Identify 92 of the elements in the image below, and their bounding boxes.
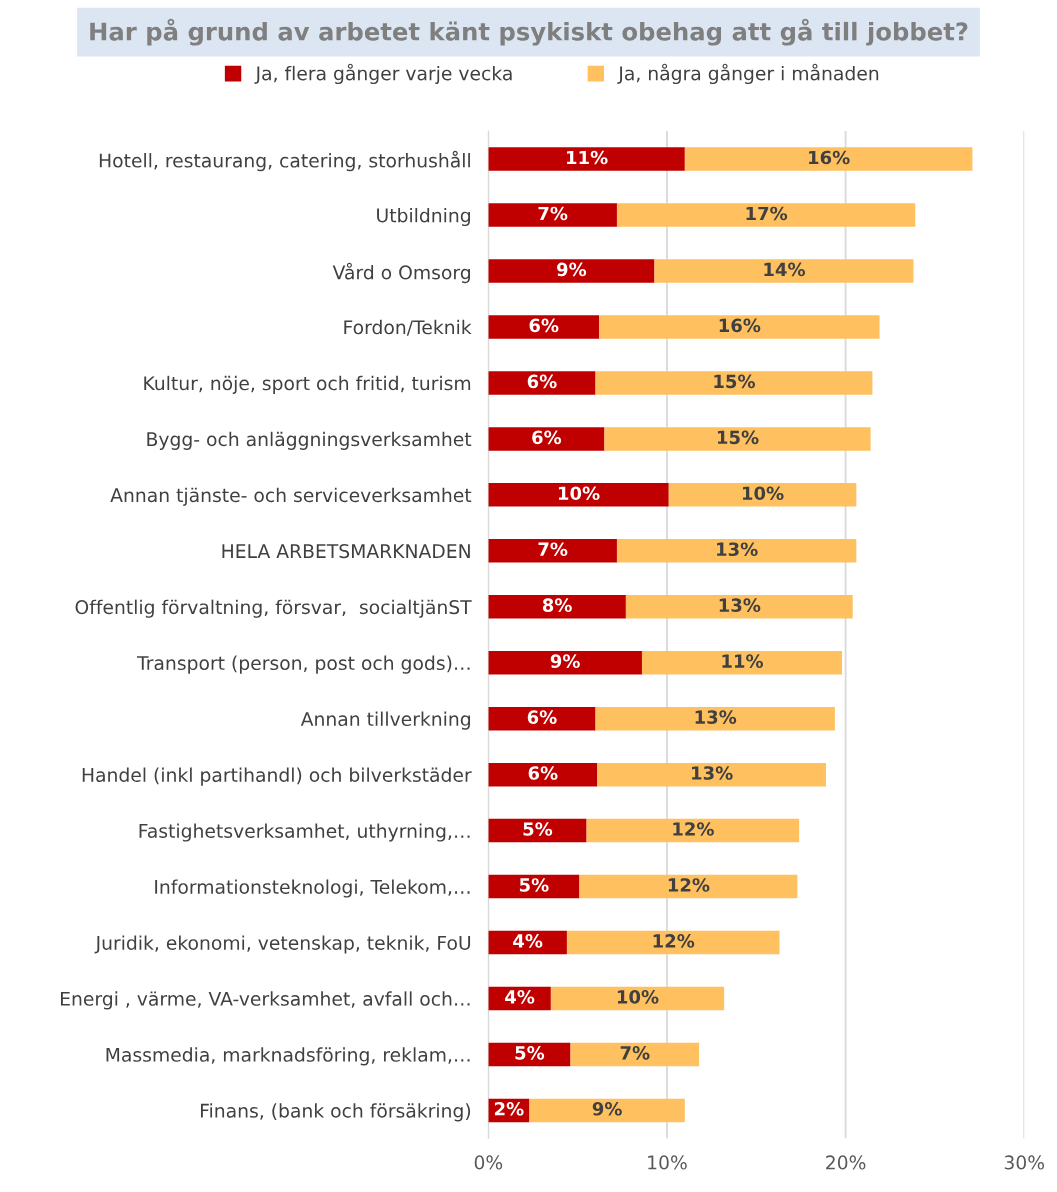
bar	[488, 203, 617, 227]
y-tick-label: Kultur, nöje, sport och fritid, turism	[144, 375, 471, 394]
y-tick-label: HELA ARBETSMARKNADEN	[222, 544, 470, 559]
y-tick-label: Fastighetsverksamhet, uthyrning,…	[139, 823, 470, 842]
x-tick-label: 20%	[826, 1155, 866, 1170]
y-tick-label: Annan tjänste- och serviceverksamhet	[110, 487, 472, 506]
data-label: 6%	[528, 766, 558, 780]
data-label: 4%	[513, 934, 543, 948]
data-label: 9%	[557, 262, 587, 277]
data-label: 16%	[809, 150, 850, 165]
bar	[488, 371, 596, 395]
data-label: 10%	[617, 990, 659, 1004]
y-tick-label: Handel (inkl partihandl) och bilverkstäder	[82, 767, 472, 786]
data-label: 4%	[505, 990, 535, 1004]
bar	[586, 818, 800, 843]
data-label: 9%	[550, 654, 580, 668]
data-label: 14%	[764, 262, 806, 277]
data-label: 7%	[538, 542, 568, 557]
bar	[595, 706, 835, 731]
data-label: 5%	[523, 822, 553, 836]
bar	[579, 874, 798, 899]
y-tick-label: Informationsteknologi, Telekom,…	[155, 879, 470, 898]
data-label: 8%	[542, 598, 572, 612]
data-label: 6%	[529, 318, 559, 333]
data-label: 5%	[515, 1046, 545, 1060]
x-tick-label: 0%	[474, 1155, 503, 1170]
data-label: 15%	[717, 430, 759, 445]
data-label: 17%	[746, 206, 788, 221]
data-label: 15%	[714, 374, 755, 389]
bar	[488, 539, 617, 563]
data-label: 7%	[620, 1046, 650, 1060]
bar	[684, 147, 973, 171]
data-label: 13%	[719, 598, 761, 612]
bar	[599, 315, 880, 339]
bar	[616, 539, 857, 563]
chart-title: Har på grund av arbetet känt psykiskt obehag att gå till jobbet?	[90, 18, 968, 46]
legend-label: Ja, flera gånger varje vecka	[254, 63, 512, 85]
y-tick-label: Utbildning	[377, 207, 470, 227]
y-tick-label: Offentlig förvaltning, försvar, socialtjänST	[75, 599, 472, 618]
y-tick-label: Finans, (bank och försäkring)	[200, 1103, 471, 1122]
bar	[488, 818, 587, 843]
x-tick-label: 30%	[1004, 1155, 1045, 1170]
data-label: 13%	[717, 542, 758, 557]
data-label: 10%	[558, 486, 600, 501]
bar	[625, 595, 853, 619]
data-label: 6%	[532, 430, 562, 445]
bar	[597, 762, 826, 787]
data-label: 5%	[519, 878, 549, 892]
bar	[570, 1042, 700, 1067]
bar	[550, 986, 725, 1011]
bar	[566, 930, 780, 955]
bar	[654, 259, 914, 283]
bar	[488, 259, 655, 283]
y-tick-label: Juridik, ekonomi, vetenskap, teknik, FoU	[94, 935, 471, 954]
data-label: 6%	[527, 374, 557, 389]
data-label: 11%	[567, 150, 608, 165]
y-tick-label: Annan tillverkning	[300, 711, 470, 730]
y-tick-label: Hotell, restaurang, catering, storhushåll	[99, 150, 470, 172]
data-label: 12%	[668, 878, 710, 892]
bar	[616, 203, 916, 227]
y-tick-label: Massmedia, marknadsföring, reklam,…	[106, 1047, 470, 1066]
bar	[488, 595, 626, 619]
data-label: 13%	[692, 766, 733, 780]
bar	[668, 483, 857, 507]
data-label: 9%	[592, 1101, 622, 1116]
y-tick-label: Transport (person, post och gods)…	[136, 655, 470, 674]
y-tick-label: Bygg- och anläggningsverksamhet	[147, 431, 472, 450]
bar	[641, 650, 843, 675]
y-tick-label: Vård o Omsorg	[332, 262, 470, 284]
legend-label: Ja, några gånger i månaden	[617, 63, 879, 85]
data-label: 12%	[653, 934, 695, 948]
bar	[488, 706, 596, 731]
bar	[488, 427, 605, 451]
bar	[529, 1098, 685, 1123]
data-label: 11%	[722, 654, 764, 668]
bar	[488, 315, 600, 339]
data-label: 12%	[673, 822, 714, 836]
data-label: 10%	[742, 486, 784, 501]
data-label: 6%	[527, 710, 557, 724]
bar	[488, 650, 642, 675]
bar	[604, 427, 871, 451]
data-label: 13%	[695, 710, 737, 724]
x-tick-label: 10%	[648, 1155, 687, 1170]
y-tick-label: Energi , värme, VA-verksamhet, avfall och…	[61, 991, 470, 1010]
y-tick-label: Fordon/Teknik	[344, 319, 472, 336]
bar	[595, 371, 873, 395]
bar	[488, 147, 685, 171]
data-label: 2%	[494, 1101, 524, 1116]
bar	[488, 762, 598, 787]
bar	[488, 483, 669, 507]
data-label: 7%	[538, 206, 568, 221]
data-label: 16%	[719, 318, 761, 333]
